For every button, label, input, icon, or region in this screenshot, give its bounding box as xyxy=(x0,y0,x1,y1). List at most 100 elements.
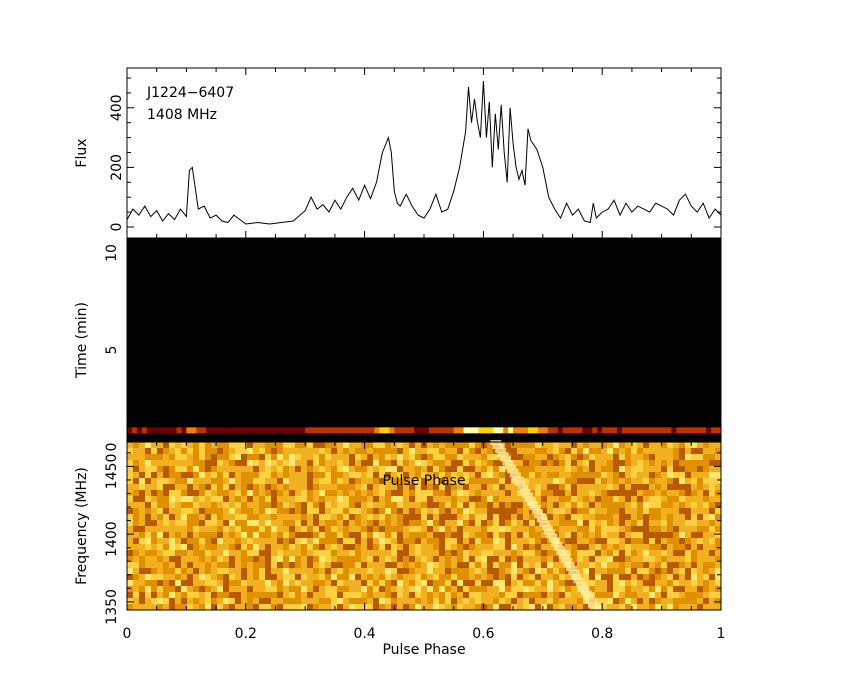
frequency-phase-cell xyxy=(457,442,463,448)
frequency-phase-cell xyxy=(493,502,499,508)
frequency-phase-cell xyxy=(697,502,703,508)
frequency-phase-cell xyxy=(631,604,637,610)
frequency-phase-cell xyxy=(181,586,187,592)
frequency-phase-cell xyxy=(247,538,253,544)
frequency-phase-cell xyxy=(583,538,589,544)
frequency-phase-cell xyxy=(169,472,175,478)
frequency-phase-cell xyxy=(619,604,625,610)
frequency-phase-cell xyxy=(691,508,697,514)
frequency-phase-cell xyxy=(517,532,523,538)
time-phase-cell xyxy=(483,427,489,434)
frequency-phase-cell xyxy=(697,604,703,610)
frequency-phase-cell xyxy=(433,484,439,490)
frequency-phase-cell xyxy=(301,562,307,568)
frequency-phase-cell xyxy=(337,604,343,610)
frequency-phase-cell xyxy=(385,556,391,562)
frequency-phase-cell xyxy=(259,598,265,604)
frequency-phase-cell xyxy=(433,454,439,460)
frequency-phase-cell xyxy=(619,508,625,514)
frequency-phase-cell xyxy=(487,448,493,454)
time-phase-cell xyxy=(364,427,371,434)
frequency-phase-cell xyxy=(277,472,283,478)
frequency-phase-cell xyxy=(313,502,319,508)
frequency-phase-cell xyxy=(559,562,565,568)
frequency-phase-cell xyxy=(703,490,709,496)
frequency-phase-cell xyxy=(265,538,271,544)
frequency-phase-cell xyxy=(439,532,445,538)
frequency-phase-cell xyxy=(367,442,373,448)
frequency-phase-cell xyxy=(241,460,247,466)
frequency-phase-cell xyxy=(211,472,217,478)
frequency-phase-cell xyxy=(139,520,145,526)
frequency-phase-cell xyxy=(487,442,493,448)
time-phase-cell xyxy=(221,427,227,434)
frequency-phase-cell xyxy=(421,520,427,526)
frequency-phase-cell xyxy=(163,454,169,460)
frequency-phase-cell xyxy=(421,598,427,604)
frequency-phase-cell xyxy=(403,466,409,472)
frequency-phase-cell xyxy=(625,460,631,466)
frequency-phase-cell xyxy=(325,508,331,514)
frequency-phase-cell xyxy=(283,580,289,586)
frequency-phase-cell xyxy=(481,514,487,520)
frequency-phase-cell xyxy=(679,598,685,604)
frequency-phase-cell xyxy=(325,472,331,478)
frequency-phase-cell xyxy=(529,556,535,562)
frequency-phase-cell xyxy=(241,586,247,592)
frequency-phase-cell xyxy=(259,586,265,592)
time-phase-cell xyxy=(216,427,222,434)
frequency-phase-cell xyxy=(319,454,325,460)
frequency-phase-cell xyxy=(379,520,385,526)
frequency-phase-cell xyxy=(547,472,553,478)
frequency-phase-cell xyxy=(613,538,619,544)
frequency-phase-cell xyxy=(499,598,505,604)
frequency-phase-cell xyxy=(373,514,379,520)
frequency-phase-cell xyxy=(385,490,391,496)
frequency-phase-cell xyxy=(517,520,523,526)
frequency-phase-cell xyxy=(205,598,211,604)
frequency-phase-cell xyxy=(397,562,403,568)
frequency-phase-cell xyxy=(301,484,307,490)
frequency-phase-cell xyxy=(703,526,709,532)
phase-tick-label: 0.4 xyxy=(353,626,375,642)
frequency-phase-cell xyxy=(697,466,703,472)
frequency-phase-cell xyxy=(715,442,721,448)
frequency-phase-cell xyxy=(637,508,643,514)
frequency-phase-cell xyxy=(217,604,223,610)
frequency-axis-label: Frequency (MHz) xyxy=(74,467,90,585)
frequency-phase-cell xyxy=(355,544,361,550)
frequency-phase-cell xyxy=(193,592,199,598)
frequency-phase-cell xyxy=(241,544,247,550)
frequency-phase-cell xyxy=(271,490,277,496)
frequency-phase-cell xyxy=(139,562,145,568)
frequency-phase-cell xyxy=(469,592,475,598)
frequency-phase-cell xyxy=(367,502,373,508)
frequency-phase-cell xyxy=(475,568,481,574)
frequency-phase-cell xyxy=(463,442,469,448)
frequency-phase-cell xyxy=(337,472,343,478)
frequency-phase-cell xyxy=(523,466,529,472)
time-phase-cell xyxy=(186,427,192,434)
frequency-phase-cell xyxy=(325,568,331,574)
frequency-phase-cell xyxy=(559,442,565,448)
frequency-phase-cell xyxy=(487,580,493,586)
frequency-phase-cell xyxy=(151,448,157,454)
frequency-phase-cell xyxy=(367,520,373,526)
frequency-phase-cell xyxy=(541,574,547,580)
frequency-phase-cell xyxy=(337,586,343,592)
frequency-phase-cell xyxy=(679,448,685,454)
frequency-phase-cell xyxy=(319,532,325,538)
frequency-phase-cell xyxy=(181,454,187,460)
frequency-phase-cell xyxy=(283,484,289,490)
frequency-phase-cell xyxy=(373,592,379,598)
frequency-phase-cell xyxy=(331,568,337,574)
frequency-phase-cell xyxy=(127,502,133,508)
frequency-phase-cell xyxy=(289,490,295,496)
frequency-phase-cell xyxy=(493,568,499,574)
frequency-phase-cell xyxy=(391,538,397,544)
frequency-phase-cell xyxy=(697,496,703,502)
frequency-phase-cell xyxy=(403,448,409,454)
frequency-phase-cell xyxy=(409,580,415,586)
frequency-phase-cell xyxy=(457,466,463,472)
frequency-phase-cell xyxy=(145,472,151,478)
